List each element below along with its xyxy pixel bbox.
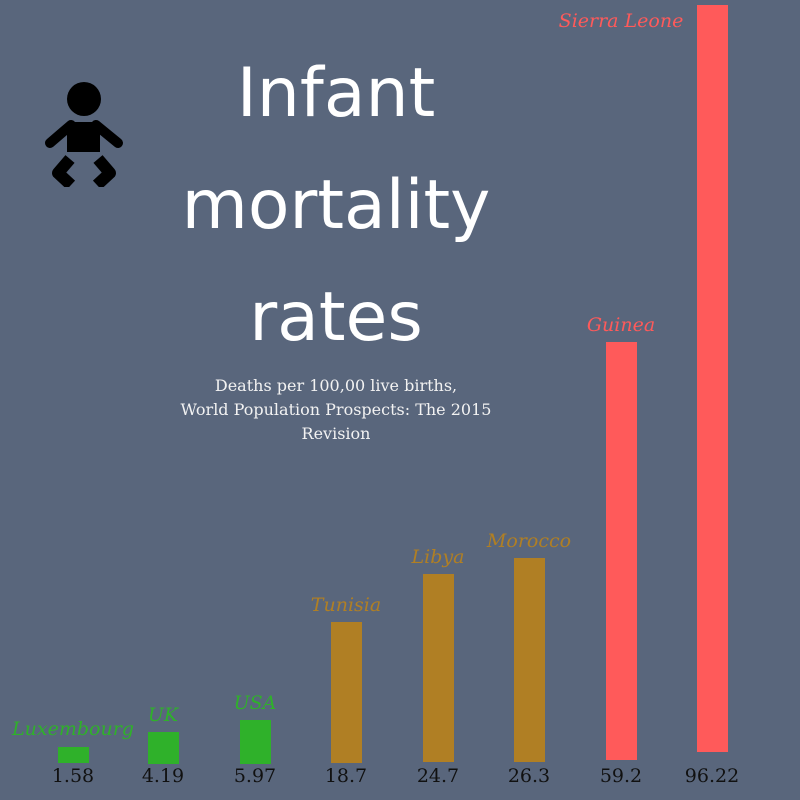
chart-subtitle: Deaths per 100,00 live births, World Pop… [160, 374, 512, 446]
value-label: 59.2 [599, 765, 643, 787]
bar-label: Guinea [586, 314, 656, 336]
value-label: 1.58 [51, 765, 95, 787]
subtitle-line-3: Revision [301, 424, 371, 443]
value-label: 18.7 [324, 765, 368, 787]
bar-guinea [605, 342, 637, 760]
value-label: 96.22 [684, 765, 740, 787]
subtitle-line-1: Deaths per 100,00 live births, [214, 376, 458, 395]
baby-icon [45, 82, 123, 187]
bar-sierra-leone [696, 5, 728, 752]
value-label: 4.19 [141, 765, 185, 787]
title-line-2: mortality [181, 166, 491, 245]
bar-label: USA [233, 692, 277, 714]
bar-uk [147, 732, 179, 764]
bar-label: Morocco [486, 530, 572, 552]
bar-label: Luxembourg [12, 718, 134, 740]
bar-morocco [513, 558, 545, 762]
chart-title: Infant mortality rates [150, 38, 522, 374]
bar-label: Libya [411, 546, 465, 568]
bar-luxembourg [57, 747, 89, 763]
value-label: 5.97 [233, 765, 277, 787]
bar-usa [239, 720, 271, 764]
bar-label: Tunisia [310, 594, 382, 616]
title-line-3: rates [249, 278, 423, 357]
title-line-1: Infant [236, 54, 436, 133]
bar-label: UK [147, 704, 179, 726]
bar-label: Sierra Leone [558, 10, 684, 32]
value-label: 26.3 [507, 765, 551, 787]
subtitle-line-2: World Population Prospects: The 2015 [180, 400, 492, 419]
value-label: 24.7 [416, 765, 460, 787]
bar-libya [422, 574, 454, 762]
bar-tunisia [330, 622, 362, 763]
